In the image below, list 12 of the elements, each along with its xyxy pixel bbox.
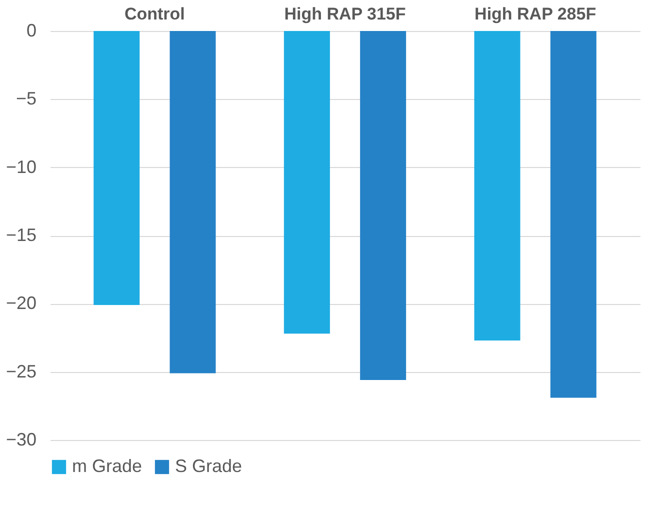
y-tick-label: −10 — [6, 156, 36, 177]
x-tick-label: Control — [124, 4, 185, 24]
y-tick-label: −25 — [6, 361, 36, 382]
y-tick-label: 0 — [26, 20, 36, 40]
y-tick-label: −20 — [6, 293, 36, 314]
y-tick-label: −15 — [6, 225, 36, 245]
x-tick-label: High RAP 285F — [474, 4, 596, 24]
x-tick-label: High RAP 315F — [284, 4, 406, 24]
legend-label: m Grade — [72, 456, 142, 476]
y-tick-label: −5 — [16, 88, 36, 109]
y-tick-label: −30 — [6, 430, 36, 450]
legend-label: S Grade — [175, 456, 242, 476]
